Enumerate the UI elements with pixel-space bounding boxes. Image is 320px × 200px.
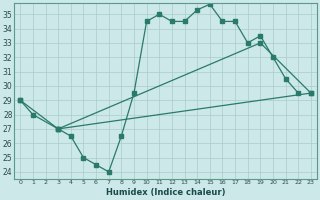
X-axis label: Humidex (Indice chaleur): Humidex (Indice chaleur) xyxy=(106,188,225,197)
